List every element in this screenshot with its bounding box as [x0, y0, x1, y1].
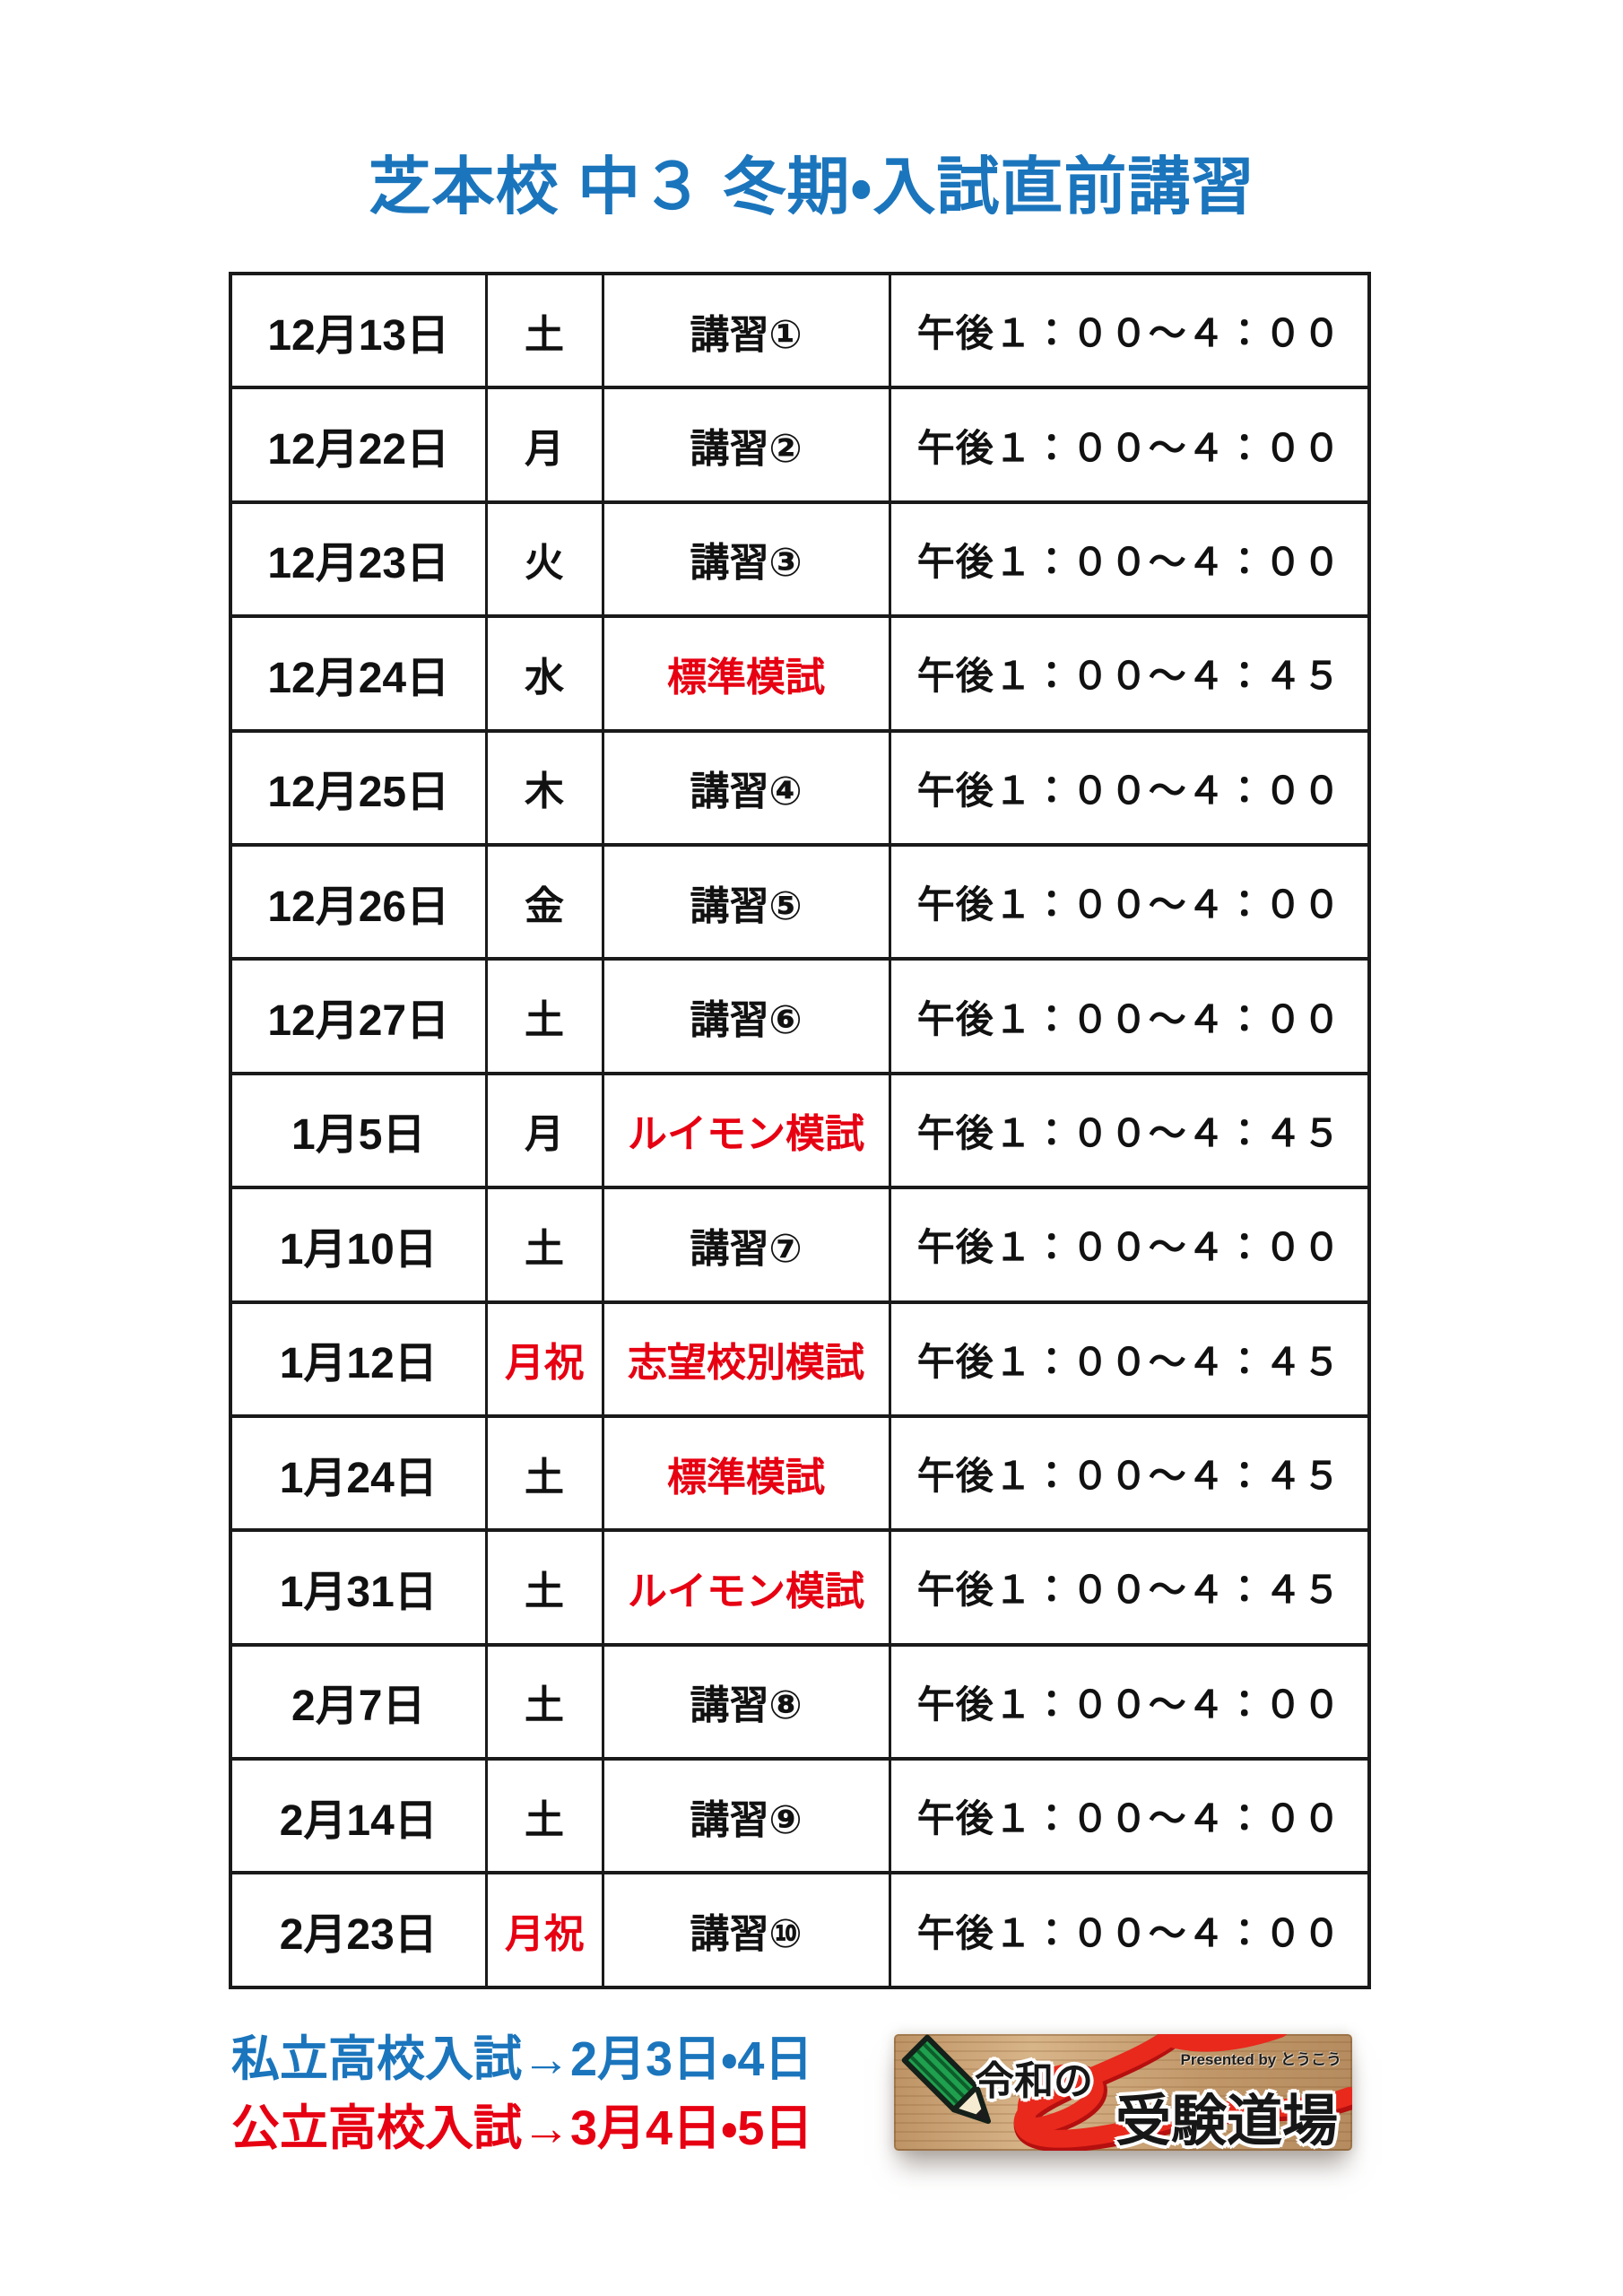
cell-time: 午後１：００～４：４５: [888, 1528, 1371, 1647]
cell-date: 2月23日: [229, 1871, 488, 1989]
cell-time: 午後１：００～４：００: [888, 1757, 1371, 1875]
cell-time: 午後１：００～４：００: [888, 957, 1371, 1075]
cell-date: 1月12日: [229, 1300, 488, 1418]
cell-date: 12月27日: [229, 957, 488, 1075]
cell-course: 講習⑧: [601, 1642, 891, 1761]
cell-date: 12月25日: [229, 728, 488, 847]
table-row: 12月22日月講習② 午後１：００～４：００: [229, 386, 1371, 504]
table-row: 1月12日 月祝 志望校別模試 午後１：００～４：４５: [229, 1300, 1371, 1418]
table-row: 1月31日土ルイモン模試 午後１：００～４：４５: [229, 1528, 1371, 1647]
table-row: 2月14日土講習⑨ 午後１：００～４：００: [229, 1757, 1371, 1875]
cell-date: 1月31日: [229, 1528, 488, 1647]
cell-day: 土: [484, 1757, 604, 1875]
cell-date: 12月23日: [229, 500, 488, 619]
page-title: 芝本校 中３ 冬期・入試直前講習: [368, 152, 1255, 222]
cell-course: 講習③: [601, 500, 891, 619]
cell-date: 12月24日: [229, 614, 488, 733]
cell-date: 2月7日: [229, 1642, 488, 1761]
cell-date: 12月13日: [229, 271, 488, 390]
cell-date: 12月22日: [229, 386, 488, 504]
cell-day: 土: [484, 1186, 604, 1304]
logo-prefix-text: 令和の: [975, 2059, 1093, 2103]
logo-presented-by: Presented by とうこう: [1180, 2051, 1342, 2068]
cell-day: 月: [484, 386, 604, 504]
cell-course: 講習⑨: [601, 1757, 891, 1875]
cell-course: 講習②: [601, 386, 891, 504]
table-row: 2月7日土講習⑧ 午後１：００～４：００: [229, 1642, 1371, 1761]
table-row: 2月23日 月祝 講習⑩ 午後１：００～４：００: [229, 1871, 1371, 1989]
schedule-table: 12月13日土講習① 午後１：００～４：００ 12月22日月講習② 午後１：００～４：…: [229, 271, 1371, 1989]
cell-time: 午後１：００～４：４５: [888, 614, 1371, 733]
cell-time: 午後１：００～４：４５: [888, 1071, 1371, 1190]
table-row: 12月26日金講習⑤ 午後１：００～４：００: [229, 842, 1371, 961]
private-exam-note: 私立高校入試→2月3日・4日: [231, 2032, 813, 2086]
cell-course: 講習⑤: [601, 842, 891, 961]
cell-day: 月祝: [484, 1871, 604, 1989]
cell-course: 志望校別模試: [601, 1300, 891, 1418]
cell-day: 水: [484, 614, 604, 733]
table-row: 12月25日木講習④ 午後１：００～４：００: [229, 728, 1371, 847]
cell-date: 1月5日: [229, 1071, 488, 1190]
cell-time: 午後１：００～４：４５: [888, 1413, 1371, 1533]
cell-time: 午後１：００～４：００: [888, 728, 1371, 847]
table-row: 12月24日水標準模試 午後１：００～４：４５: [229, 614, 1371, 733]
cell-time: 午後１：００～４：００: [888, 1871, 1371, 1989]
juken-dojo-logo: 令和の 受験道場 Presented by とうこう: [894, 2034, 1352, 2152]
cell-time: 午後１：００～４：００: [888, 271, 1371, 390]
cell-course: 講習⑥: [601, 957, 891, 1075]
cell-time: 午後１：００～４：００: [888, 1642, 1371, 1761]
cell-course: 標準模試: [601, 1413, 891, 1533]
cell-day: 月: [484, 1071, 604, 1190]
cell-day: 火: [484, 500, 604, 619]
exam-notes: 私立高校入試→2月3日・4日 公立高校入試→3月4日・5日: [231, 2025, 812, 2163]
logo-main-text: 受験道場: [1115, 2091, 1339, 2152]
cell-course: 標準模試: [601, 614, 891, 733]
table-row: 1月24日土標準模試 午後１：００～４：４５: [229, 1413, 1371, 1533]
cell-time: 午後１：００～４：００: [888, 500, 1371, 619]
cell-day: 土: [484, 1413, 604, 1533]
cell-date: 1月10日: [229, 1186, 488, 1304]
cell-time: 午後１：００～４：００: [888, 1186, 1371, 1304]
cell-time: 午後１：００～４：４５: [888, 1300, 1371, 1418]
pencil-icon: [901, 2034, 992, 2125]
cell-day: 木: [484, 728, 604, 847]
cell-course: ルイモン模試: [601, 1528, 891, 1647]
cell-course: 講習⑦: [601, 1186, 891, 1304]
cell-course: 講習④: [601, 728, 891, 847]
table-row: 1月5日月ルイモン模試 午後１：００～４：４５: [229, 1071, 1371, 1190]
cell-course: 講習⑩: [601, 1871, 891, 1989]
schedule-table-body: 12月13日土講習① 午後１：００～４：００ 12月22日月講習② 午後１：００～４：…: [229, 271, 1371, 1989]
table-row: 12月23日火講習③ 午後１：００～４：００: [229, 500, 1371, 619]
cell-day: 土: [484, 1528, 604, 1647]
cell-course: ルイモン模試: [601, 1071, 891, 1190]
cell-date: 2月14日: [229, 1757, 488, 1875]
cell-day: 土: [484, 957, 604, 1075]
table-row: 12月13日土講習① 午後１：００～４：００: [229, 271, 1371, 390]
cell-date: 1月24日: [229, 1413, 488, 1533]
cell-time: 午後１：００～４：００: [888, 842, 1371, 961]
public-exam-note: 公立高校入試→3月4日・5日: [231, 2101, 813, 2155]
table-row: 1月10日土講習⑦ 午後１：００～４：００: [229, 1186, 1371, 1304]
cell-day: 金: [484, 842, 604, 961]
table-row: 12月27日土講習⑥ 午後１：００～４：００: [229, 957, 1371, 1075]
cell-day: 土: [484, 271, 604, 390]
cell-day: 土: [484, 1642, 604, 1761]
cell-course: 講習①: [601, 271, 891, 390]
cell-day: 月祝: [484, 1300, 604, 1418]
cell-time: 午後１：００～４：００: [888, 386, 1371, 504]
cell-date: 12月26日: [229, 842, 488, 961]
ribbon-icon: [1013, 2034, 1352, 2151]
